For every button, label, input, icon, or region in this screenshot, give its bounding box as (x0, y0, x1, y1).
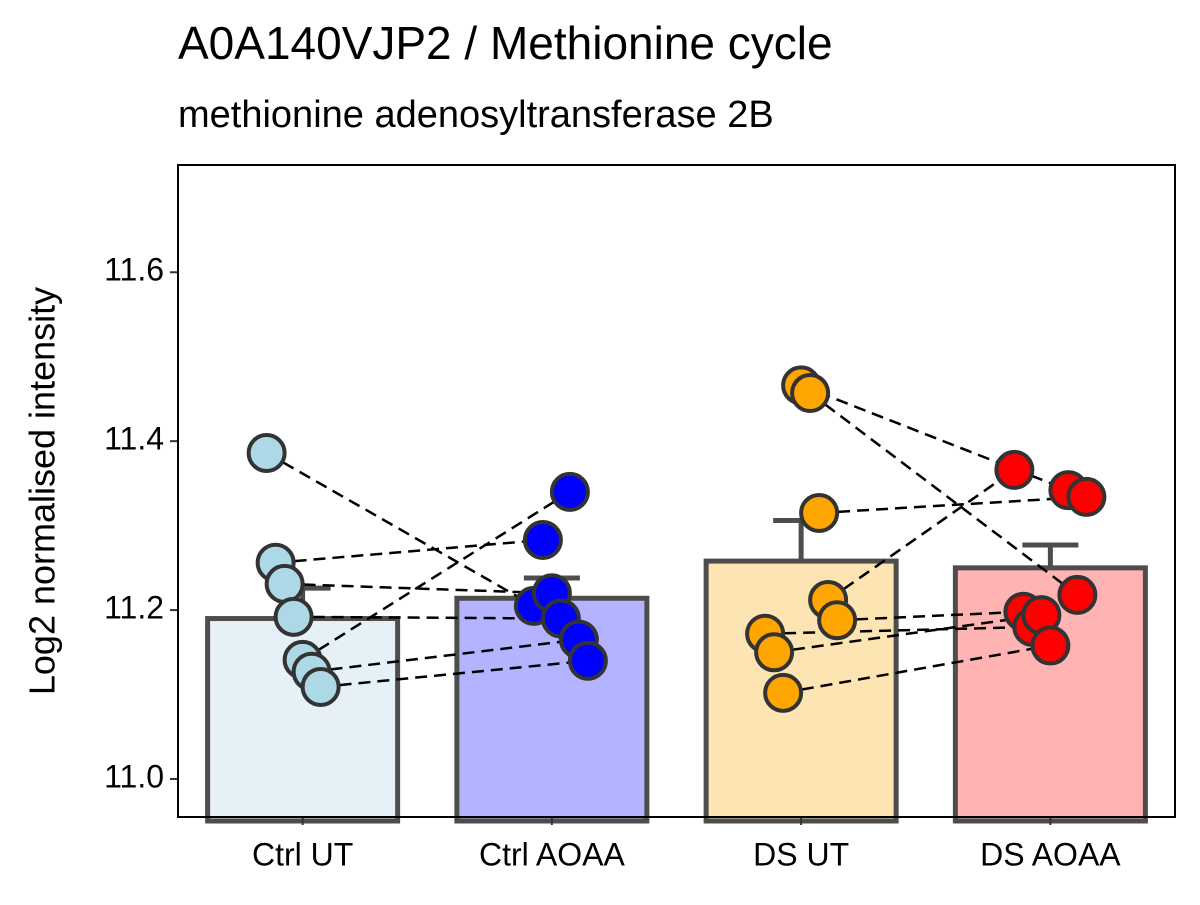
y-tick-label: 11.2 (104, 590, 164, 626)
pair-line (311, 638, 580, 673)
data-point (1057, 574, 1098, 615)
data-point (817, 600, 858, 641)
x-tick-label: Ctrl UT (252, 836, 353, 872)
pair-line (782, 644, 1051, 695)
chart-subtitle: methionine adenosyltransferase 2B (178, 94, 774, 136)
pair-line (819, 495, 1087, 515)
data-point (763, 672, 804, 713)
data-point (994, 449, 1035, 490)
pair-line (765, 625, 1033, 635)
data-point (799, 492, 840, 533)
data-point (273, 596, 314, 637)
data-point (264, 563, 305, 604)
data-point (522, 519, 563, 560)
plot-area (170, 271, 1148, 825)
data-point (754, 632, 795, 673)
y-tick-label: 11.0 (104, 758, 164, 794)
pair-line (293, 615, 561, 620)
y-tick-label: 11.4 (104, 421, 164, 457)
data-point (246, 432, 287, 473)
data-point (1066, 476, 1107, 517)
y-axis-label: Log2 normalised intensity (22, 287, 63, 695)
x-tick-label: DS UT (753, 836, 849, 872)
data-point (549, 471, 590, 512)
pair-line (837, 610, 1024, 622)
pair-line (773, 613, 1042, 654)
y-tick-label: 11.6 (104, 252, 164, 288)
chart-title: A0A140VJP2 / Methionine cycle (178, 17, 833, 69)
x-tick-label: DS AOAA (980, 836, 1121, 872)
pair-line (275, 538, 543, 565)
x-tick-label: Ctrl AOAA (479, 836, 625, 872)
data-point (300, 666, 341, 707)
pair-line (301, 490, 571, 661)
data-point (790, 373, 831, 414)
pair-line (266, 451, 535, 607)
data-point (1030, 625, 1071, 666)
pair-line (320, 659, 588, 689)
panel-border (177, 164, 1176, 818)
data-point (567, 640, 608, 681)
